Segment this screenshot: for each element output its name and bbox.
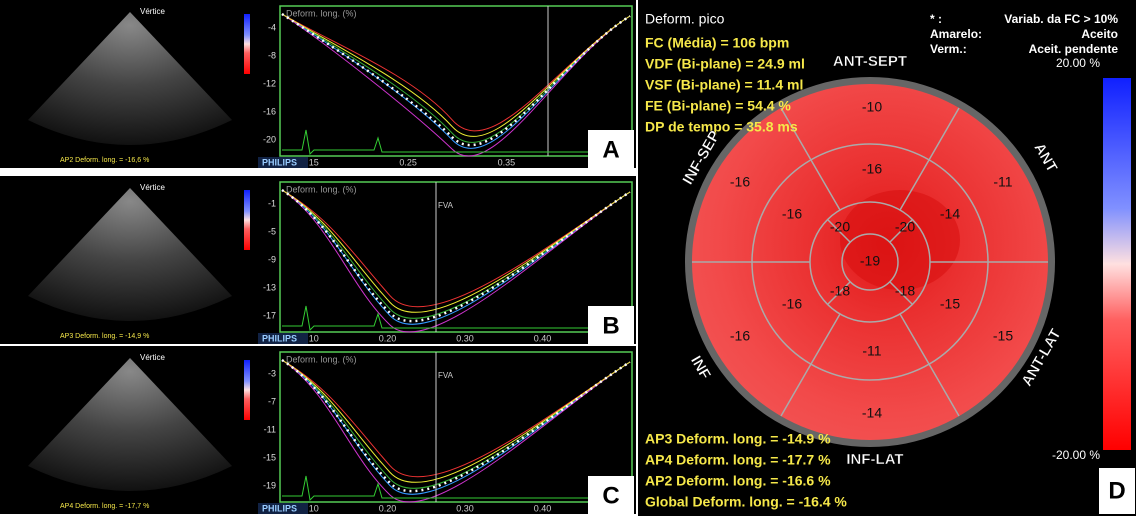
brand: PHILIPS xyxy=(262,157,297,167)
bullseye-title: Deform. pico xyxy=(645,11,725,27)
echo-apex: Vértice xyxy=(140,183,165,192)
legend-value: Variab. da FC > 10% xyxy=(1004,12,1118,26)
echo-colorbar xyxy=(244,190,250,250)
segment-value: -16 xyxy=(730,174,750,190)
y-label: -12 xyxy=(263,78,276,88)
y-label: -20 xyxy=(263,134,276,144)
info-line: FC (Média) = 106 bpm xyxy=(645,35,789,51)
segment-value: -10 xyxy=(862,99,882,115)
left-panels: Vértice AP2 Deform. long. = -16,6 % Deform… xyxy=(0,0,636,514)
echo-apex: Vértice xyxy=(140,353,165,362)
bullseye-panel: Deform. pico 20.00 % -20.00 % D FC (Médi… xyxy=(638,0,1136,516)
y-label: -15 xyxy=(263,452,276,462)
y-label: -13 xyxy=(263,282,276,292)
x-label: 0.20 xyxy=(379,503,397,513)
info-line: VDF (Bi-plane) = 24.9 ml xyxy=(645,56,805,72)
legend-key: * : xyxy=(930,12,942,26)
x-label: 0.30 xyxy=(456,333,474,343)
info-line: VSF (Bi-plane) = 11.4 ml xyxy=(645,77,803,93)
x-label: 0.30 xyxy=(456,503,474,513)
panel-letter: A xyxy=(602,136,619,163)
segment-value: -14 xyxy=(940,206,960,222)
x-label: 0.40 xyxy=(534,333,552,343)
y-label: -5 xyxy=(268,226,276,236)
color-scale xyxy=(1103,78,1131,450)
echo-note: AP4 Deform. long. = -17,7 % xyxy=(60,503,149,510)
echo-note: AP3 Deform. long. = -14,9 % xyxy=(60,333,149,340)
footer-line: AP4 Deform. long. = -17.7 % xyxy=(645,452,831,468)
chart-header: Deform. long. (%) xyxy=(286,354,357,364)
echo-note: AP2 Deform. long. = -16,6 % xyxy=(60,157,149,164)
info-line: FE (Bi-plane) = 54.4 % xyxy=(645,98,791,114)
segment-value: -20 xyxy=(830,219,850,235)
segment-value: -18 xyxy=(830,283,850,299)
panel-letter: D xyxy=(1108,477,1125,504)
echo-colorbar xyxy=(244,14,250,74)
segment-value: -11 xyxy=(993,174,1012,190)
y-label: -19 xyxy=(263,480,276,490)
segment-value: -18 xyxy=(895,283,915,299)
y-label: -1 xyxy=(268,198,276,208)
y-label: -17 xyxy=(263,310,276,320)
footer-line: AP2 Deform. long. = -16.6 % xyxy=(645,473,831,489)
y-label: -16 xyxy=(263,106,276,116)
panel-letter: C xyxy=(602,482,619,509)
legend-key: Verm.: xyxy=(930,42,967,56)
chart-bg xyxy=(258,0,636,168)
legend-value: Aceit. pendente xyxy=(1029,42,1119,56)
y-label: -3 xyxy=(268,368,276,378)
brand: PHILIPS xyxy=(262,333,297,343)
chart-header: Deform. long. (%) xyxy=(286,184,357,194)
footer-line: Global Deform. long. = -16.4 % xyxy=(645,494,847,510)
screenshot: Vértice AP2 Deform. long. = -16,6 % Deform… xyxy=(0,0,1136,516)
brand: PHILIPS xyxy=(262,503,297,513)
apex-value: -19 xyxy=(860,253,880,269)
x-label: 0.25 xyxy=(399,157,417,167)
segment-value: -16 xyxy=(862,161,882,177)
segment-value: -20 xyxy=(895,219,915,235)
segment-value: -14 xyxy=(862,405,882,421)
y-label: -7 xyxy=(268,396,276,406)
panel-letter: B xyxy=(602,312,619,339)
y-label: -4 xyxy=(268,22,276,32)
scale-min: -20.00 % xyxy=(1052,448,1100,462)
y-label: -8 xyxy=(268,50,276,60)
chart-header: Deform. long. (%) xyxy=(286,8,357,18)
legend-value: Aceito xyxy=(1081,27,1118,41)
segment-value: -16 xyxy=(782,296,802,312)
footer-line: AP3 Deform. long. = -14.9 % xyxy=(645,431,831,447)
x-label: 0.35 xyxy=(498,157,516,167)
x-label: 0.40 xyxy=(534,503,552,513)
segment-value: -15 xyxy=(940,296,960,312)
region-label: INF-LAT xyxy=(846,451,903,468)
x-label: 0.20 xyxy=(379,333,397,343)
avc-label: FVA xyxy=(438,371,454,380)
region-label: ANT-SEPT xyxy=(833,53,907,70)
scale-max: 20.00 % xyxy=(1056,56,1100,70)
segment-value: -16 xyxy=(782,206,802,222)
avc-label: FVA xyxy=(438,201,454,210)
legend-key: Amarelo: xyxy=(930,27,982,41)
echo-apex: Vértice xyxy=(140,7,165,16)
y-label: -11 xyxy=(264,424,276,434)
segment-value: -15 xyxy=(993,328,1013,344)
echo-colorbar xyxy=(244,360,250,420)
y-label: -9 xyxy=(268,254,276,264)
info-line: DP de tempo = 35.8 ms xyxy=(645,119,798,135)
segment-value: -16 xyxy=(730,328,750,344)
segment-value: -11 xyxy=(862,343,881,359)
